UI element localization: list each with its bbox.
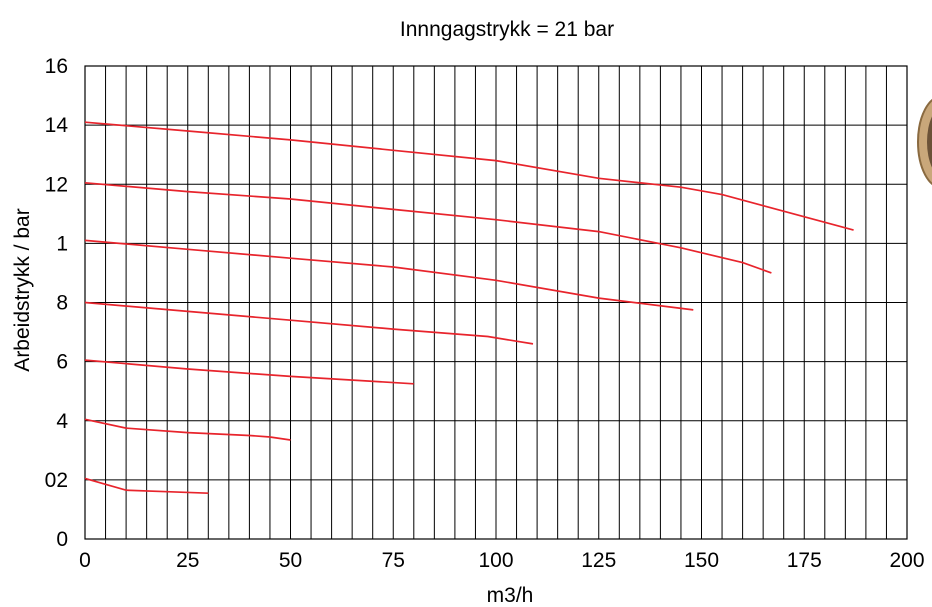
y-tick-label: 16 bbox=[45, 55, 68, 78]
y-tick-labels: 0 02 4 6 8 1 12 14 16 bbox=[45, 55, 69, 551]
series-line bbox=[84, 301, 534, 345]
horizontal-gridlines bbox=[85, 124, 907, 481]
x-tick-label: 175 bbox=[787, 549, 822, 572]
x-tick-label: 0 bbox=[79, 549, 91, 572]
series-line bbox=[84, 359, 414, 385]
series-group bbox=[84, 121, 854, 495]
x-tick-label: 150 bbox=[684, 549, 719, 572]
y-tick-label: 4 bbox=[56, 410, 68, 433]
y-tick-label: 12 bbox=[45, 173, 68, 196]
y-tick-label: 14 bbox=[45, 114, 69, 137]
x-tick-label: 200 bbox=[889, 549, 924, 572]
y-tick-label: 1 bbox=[56, 232, 68, 255]
side-image-fragment bbox=[917, 98, 932, 186]
y-tick-label: 6 bbox=[56, 351, 68, 374]
chart-title: Innngagstrykk = 21 bar bbox=[400, 18, 614, 41]
y-tick-label: 0 bbox=[56, 528, 68, 551]
x-tick-label: 125 bbox=[581, 549, 616, 572]
x-tick-label: 75 bbox=[382, 549, 405, 572]
x-tick-label: 100 bbox=[478, 549, 513, 572]
x-axis-label: m3/h bbox=[487, 584, 534, 607]
series-line bbox=[84, 121, 854, 231]
series-line bbox=[84, 477, 209, 495]
y-tick-label: 8 bbox=[56, 292, 68, 315]
series-line bbox=[84, 418, 291, 441]
y-tick-label: 02 bbox=[45, 469, 68, 492]
x-tick-label: 50 bbox=[279, 549, 302, 572]
x-tick-labels: 0 25 50 75 100 125 150 175 200 bbox=[79, 549, 924, 572]
series-line bbox=[84, 239, 694, 311]
x-tick-label: 25 bbox=[176, 549, 199, 572]
y-axis-label: Arbeidstrykk / bar bbox=[11, 208, 34, 371]
series-line bbox=[84, 181, 772, 274]
